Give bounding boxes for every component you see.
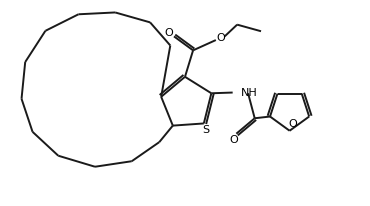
Text: S: S: [202, 125, 209, 135]
Text: O: O: [229, 135, 238, 145]
Text: O: O: [288, 119, 297, 129]
Text: O: O: [216, 33, 225, 43]
Text: O: O: [165, 28, 174, 38]
Text: NH: NH: [241, 88, 258, 98]
